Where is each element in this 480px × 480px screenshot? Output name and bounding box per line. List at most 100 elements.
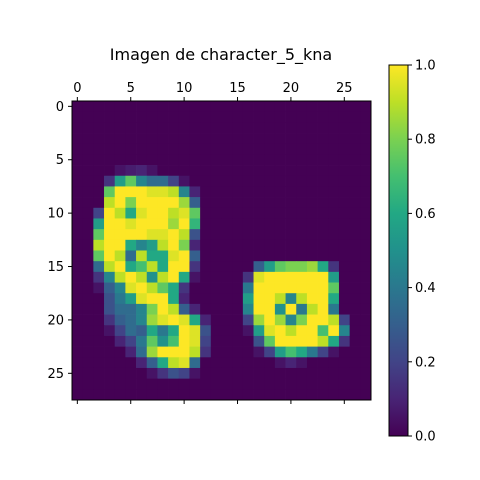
heatmap-cell (349, 122, 361, 134)
heatmap-cell (146, 314, 158, 326)
heatmap-cell (200, 261, 212, 273)
heatmap-cell (104, 378, 116, 390)
heatmap-cell (285, 239, 297, 251)
heatmap-cell (82, 335, 94, 347)
heatmap-cell (264, 293, 276, 305)
heatmap-cell (264, 175, 276, 187)
heatmap-cell (221, 101, 233, 113)
heatmap-cell (210, 346, 222, 358)
heatmap-cell (338, 303, 350, 315)
heatmap-cell (146, 154, 158, 166)
heatmap-cell (296, 357, 308, 369)
heatmap-cell (360, 165, 372, 177)
heatmap-image (72, 101, 372, 401)
heatmap-cell (136, 325, 148, 337)
heatmap-cell (125, 378, 137, 390)
colorbar-axis: 0.0 0.2 0.4 0.6 0.8 1.0 (408, 59, 436, 445)
heatmap-cell (360, 314, 372, 326)
heatmap-cell (232, 250, 244, 262)
heatmap-cell (274, 165, 286, 177)
heatmap-cell (328, 143, 340, 155)
heatmap-cell (200, 133, 212, 145)
heatmap-cell (157, 154, 169, 166)
heatmap-cell (104, 239, 116, 251)
heatmap-cell (72, 271, 84, 283)
heatmap-cell (306, 335, 318, 347)
heatmap-cell (328, 389, 340, 401)
heatmap-cell (72, 133, 84, 145)
heatmap-cell (146, 122, 158, 134)
heatmap-cell (93, 154, 105, 166)
heatmap-cell (264, 271, 276, 283)
heatmap-cell (306, 239, 318, 251)
heatmap-cell (338, 357, 350, 369)
heatmap-cell (221, 165, 233, 177)
heatmap-cell (274, 229, 286, 241)
heatmap-cell (189, 165, 201, 177)
heatmap-cell (104, 282, 116, 294)
heatmap-cell (146, 378, 158, 390)
heatmap-cell (136, 101, 148, 113)
heatmap-cell (338, 133, 350, 145)
heatmap-cell (178, 133, 190, 145)
heatmap-cell (296, 378, 308, 390)
heatmap-cell (328, 154, 340, 166)
heatmap-cell (72, 154, 84, 166)
heatmap-cell (242, 122, 254, 134)
heatmap-cell (114, 271, 126, 283)
heatmap-cell (157, 282, 169, 294)
heatmap-cell (136, 122, 148, 134)
heatmap-cell (242, 271, 254, 283)
heatmap-cell (264, 218, 276, 230)
heatmap-cell (296, 197, 308, 209)
heatmap-cell (317, 229, 329, 241)
colorbar-tick-label: 0.4 (415, 281, 436, 296)
heatmap-cell (242, 367, 254, 379)
heatmap-cell (93, 239, 105, 251)
heatmap-cell (125, 197, 137, 209)
heatmap-cell (114, 101, 126, 113)
heatmap-cell (136, 335, 148, 347)
heatmap-cell (232, 314, 244, 326)
heatmap-cell (210, 314, 222, 326)
heatmap-cell (136, 261, 148, 273)
heatmap-cell (114, 250, 126, 262)
heatmap-cell (146, 325, 158, 337)
heatmap-cell (114, 346, 126, 358)
heatmap-cell (104, 133, 116, 145)
heatmap-cell (200, 314, 212, 326)
heatmap-cell (264, 111, 276, 123)
heatmap-cell (72, 378, 84, 390)
heatmap-cell (72, 335, 84, 347)
heatmap-cell (125, 154, 137, 166)
heatmap-cell (232, 261, 244, 273)
heatmap-cell (274, 207, 286, 219)
heatmap-cell (221, 325, 233, 337)
heatmap-cell (232, 111, 244, 123)
heatmap-cell (274, 175, 286, 187)
heatmap-cell (306, 143, 318, 155)
heatmap-cell (338, 101, 350, 113)
heatmap-cell (349, 335, 361, 347)
heatmap-cell (104, 293, 116, 305)
heatmap-cell (157, 378, 169, 390)
heatmap-cell (253, 239, 265, 251)
heatmap-cell (72, 143, 84, 155)
heatmap-cell (296, 154, 308, 166)
heatmap-cell (328, 367, 340, 379)
heatmap-cell (328, 186, 340, 198)
heatmap-cell (306, 378, 318, 390)
heatmap-cell (136, 175, 148, 187)
heatmap-cell (317, 389, 329, 401)
heatmap-cell (274, 101, 286, 113)
heatmap-cell (328, 111, 340, 123)
heatmap-cell (189, 122, 201, 134)
heatmap-cell (285, 325, 297, 337)
heatmap-cell (104, 154, 116, 166)
heatmap-cell (232, 229, 244, 241)
heatmap-cell (200, 282, 212, 294)
heatmap-cell (317, 271, 329, 283)
heatmap-cell (82, 111, 94, 123)
heatmap-cell (317, 303, 329, 315)
heatmap-cell (178, 346, 190, 358)
